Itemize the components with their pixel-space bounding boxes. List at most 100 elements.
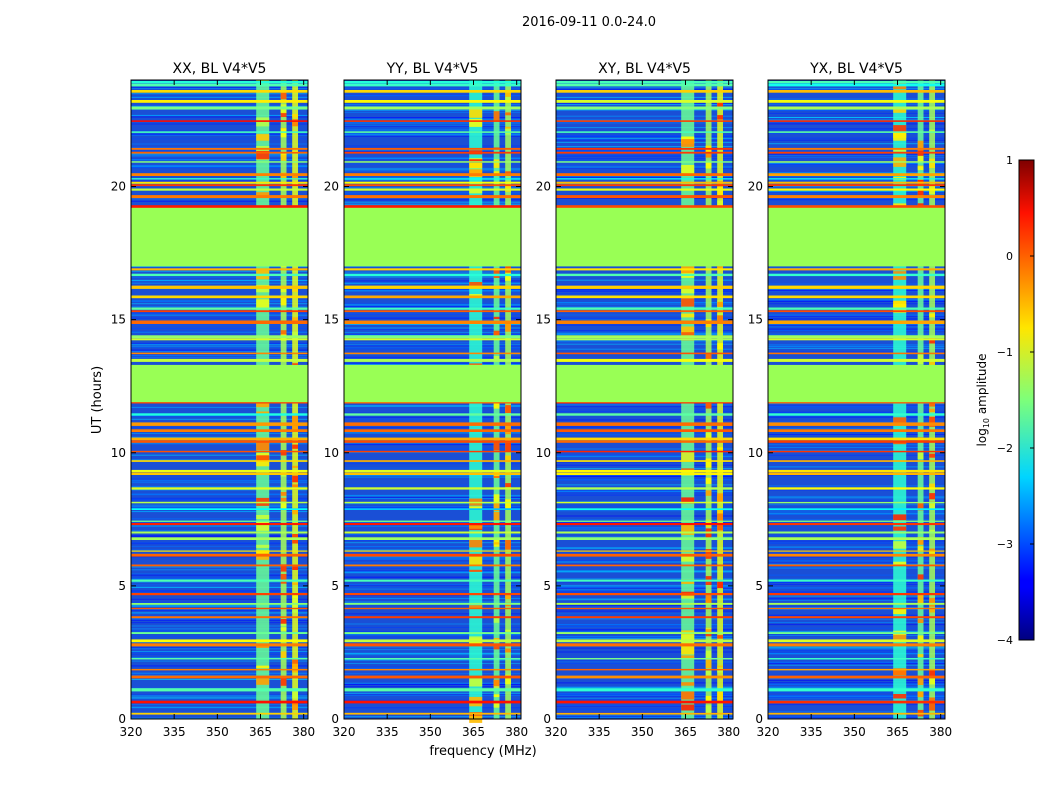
noise-row bbox=[344, 507, 521, 508]
noise-row bbox=[768, 587, 945, 589]
interference-row bbox=[768, 675, 945, 679]
interference-row bbox=[768, 307, 945, 310]
noise-row bbox=[131, 276, 308, 278]
noise-row bbox=[556, 341, 733, 343]
noise-row bbox=[556, 150, 733, 152]
noise-row bbox=[344, 623, 521, 625]
interference-rows bbox=[344, 81, 521, 715]
interference-row bbox=[344, 440, 521, 443]
rfi-band-burst bbox=[469, 118, 483, 127]
rfi-band-burst bbox=[681, 553, 695, 562]
interference-row bbox=[768, 273, 945, 277]
noise-row bbox=[556, 500, 733, 502]
noise-row bbox=[556, 302, 733, 303]
noise-row bbox=[768, 416, 945, 418]
noise-row bbox=[131, 660, 308, 662]
interference-row bbox=[768, 181, 945, 184]
rfi-band-burst bbox=[705, 650, 712, 660]
noise-row bbox=[768, 103, 945, 105]
interference-row bbox=[344, 643, 521, 647]
noise-row bbox=[556, 464, 733, 466]
noise-row bbox=[556, 279, 733, 281]
colorbar-tick-label: 0 bbox=[1006, 250, 1013, 263]
noise-row bbox=[556, 599, 733, 601]
noise-row bbox=[556, 552, 733, 554]
noise-row bbox=[768, 622, 945, 623]
x-tick-label: 350 bbox=[419, 725, 442, 739]
interference-row bbox=[131, 358, 308, 362]
noise-row bbox=[344, 636, 521, 638]
noise-row bbox=[556, 547, 733, 549]
rfi-band-burst bbox=[292, 606, 298, 613]
interference-row bbox=[768, 700, 945, 704]
interference-row bbox=[768, 178, 945, 180]
noise-row bbox=[131, 317, 308, 319]
noise-row bbox=[768, 186, 945, 188]
noise-row bbox=[131, 406, 308, 408]
interference-row bbox=[344, 712, 521, 715]
x-tick-label: 335 bbox=[588, 725, 611, 739]
interference-row bbox=[556, 537, 733, 540]
noise-row bbox=[131, 87, 308, 89]
interference-row bbox=[344, 688, 521, 692]
interference-row bbox=[344, 520, 521, 522]
rfi-band-burst bbox=[717, 115, 723, 120]
interference-row bbox=[556, 550, 733, 552]
noise-row bbox=[131, 130, 308, 132]
figure-title: 2016-09-11 0.0-24.0 bbox=[522, 15, 656, 30]
noise-row bbox=[556, 426, 733, 428]
noise-row bbox=[344, 271, 521, 273]
noise-row bbox=[768, 497, 945, 499]
interference-row bbox=[344, 616, 521, 619]
rfi-band-burst bbox=[929, 669, 935, 677]
noise-row bbox=[556, 333, 733, 335]
noise-row bbox=[556, 155, 733, 157]
noise-row bbox=[131, 494, 308, 496]
x-tick-label: 350 bbox=[206, 725, 229, 739]
interference-row bbox=[344, 147, 521, 150]
noise-row bbox=[768, 684, 945, 685]
noise-row bbox=[556, 334, 733, 335]
interference-row bbox=[131, 593, 308, 596]
noise-row bbox=[131, 545, 308, 547]
noise-row bbox=[344, 334, 521, 336]
interference-row bbox=[768, 593, 945, 596]
noise-row bbox=[131, 478, 308, 480]
rfi-band-burst bbox=[493, 646, 500, 650]
noise-row bbox=[344, 134, 521, 136]
noise-row bbox=[556, 695, 733, 697]
interference-row bbox=[344, 181, 521, 184]
x-tick-label: 365 bbox=[249, 725, 272, 739]
noise-row bbox=[556, 298, 733, 300]
noise-row bbox=[344, 427, 521, 429]
rfi-band-burst bbox=[256, 299, 270, 308]
noise-row bbox=[768, 682, 945, 684]
noise-row bbox=[556, 303, 733, 305]
rfi-band-burst bbox=[493, 542, 500, 545]
noise-row bbox=[344, 699, 521, 701]
interference-row bbox=[556, 712, 733, 715]
interference-row bbox=[768, 616, 945, 619]
noise-row bbox=[556, 478, 733, 480]
noise-row bbox=[556, 306, 733, 308]
rfi-band-burst bbox=[705, 458, 712, 468]
noise-row bbox=[344, 576, 521, 578]
interference-row bbox=[344, 429, 521, 432]
interference-row bbox=[768, 643, 945, 647]
interference-row bbox=[768, 320, 945, 324]
noise-row bbox=[556, 408, 733, 410]
rfi-band-burst bbox=[280, 623, 287, 626]
rfi-band-burst bbox=[929, 502, 935, 509]
x-tick-label: 380 bbox=[717, 725, 740, 739]
interference-row bbox=[556, 151, 733, 154]
noise-row bbox=[556, 510, 733, 512]
y-tick-label: 10 bbox=[324, 446, 339, 460]
interference-row bbox=[131, 508, 308, 510]
rfi-band-burst bbox=[493, 503, 500, 511]
rfi-band-burst bbox=[505, 268, 511, 274]
noise-row bbox=[556, 138, 733, 140]
interference-row bbox=[768, 450, 945, 453]
noise-row bbox=[344, 659, 521, 661]
rfi-band-burst bbox=[893, 107, 907, 113]
noise-row bbox=[768, 627, 945, 629]
